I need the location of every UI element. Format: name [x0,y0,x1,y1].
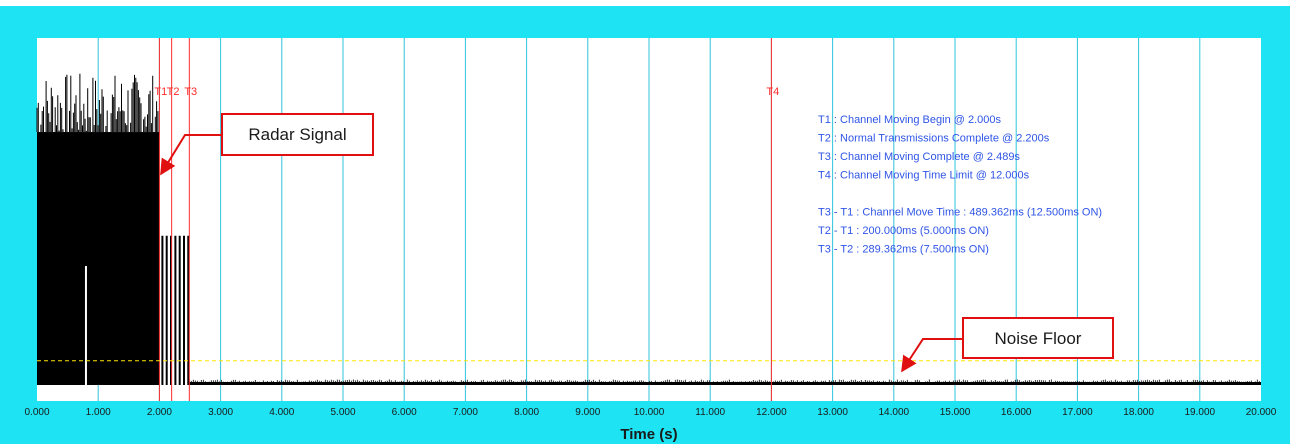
annotation-line: T3 - T2 : 289.362ms (7.500ms ON) [818,244,989,256]
noise-callout-box [962,317,1114,359]
x-tick-label: 13.000 [817,407,848,418]
annotation-block: T1 : Channel Moving Begin @ 2.000s T2 : N… [818,114,1102,256]
x-tick-label: 10.000 [634,407,665,418]
x-tick-label: 20.000 [1246,407,1277,418]
annotation-line: T2 - T1 : 200.000ms (5.000ms ON) [818,225,989,237]
noise-callout-arrow [901,338,963,373]
x-tick-label: 9.000 [575,407,600,418]
marker-label-t1: T1 [154,86,167,98]
annotation-line: T3 : Channel Moving Complete @ 2.489s [818,151,1020,163]
signal-pulses [161,235,190,385]
x-tick-label: 5.000 [330,407,355,418]
time-markers: T1 T2 T3 T4 [154,38,779,401]
x-tick-label: 2.000 [147,407,172,418]
x-axis-label: Time (s) [620,426,677,443]
x-tick-label: 1.000 [86,407,111,418]
marker-label-t3: T3 [184,86,197,98]
x-tick-label: 7.000 [453,407,478,418]
x-tick-label: 19.000 [1185,407,1216,418]
x-tick-label: 11.000 [695,407,725,418]
signal-noise [37,382,160,385]
signal-peaks [36,73,160,141]
marker-label-t4: T4 [766,86,779,98]
header-strip [0,0,1290,6]
x-tick-label: 15.000 [940,407,971,418]
radar-callout-arrow [160,134,222,176]
signal-trace [36,73,1262,385]
noise-callout-text: Noise Floor [995,329,1082,348]
x-tick-label: 3.000 [208,407,233,418]
x-tick-label: 17.000 [1062,407,1093,418]
annotation-line: T2 : Normal Transmissions Complete @ 2.2… [818,133,1050,145]
x-tick-label: 14.000 [879,407,910,418]
annotation-line: T4 : Channel Moving Time Limit @ 12.000s [818,170,1030,182]
marker-label-t2: T2 [167,86,180,98]
x-tick-labels: 0.000 1.000 2.000 3.000 4.000 5.000 6.000 7.000… [24,407,1276,418]
noise-floor-callout: Noise Floor [901,317,1114,373]
x-tick-label: 6.000 [392,407,417,418]
x-tick-label: 8.000 [514,407,539,418]
radar-callout-text: Radar Signal [248,125,346,144]
signal-noise [189,382,1262,385]
x-tick-label: 18.000 [1123,407,1154,418]
radar-signal-callout: Radar Signal [160,113,374,176]
annotation-line: T3 - T1 : Channel Move Time : 489.362ms … [818,207,1102,219]
x-tick-label: 4.000 [269,407,294,418]
x-tick-label: 0.000 [24,407,49,418]
annotation-line: T1 : Channel Moving Begin @ 2.000s [818,114,1001,126]
x-tick-label: 12.000 [756,407,787,418]
x-tick-label: 16.000 [1001,407,1032,418]
radar-callout-box [221,113,374,156]
signal-burst [37,132,160,385]
